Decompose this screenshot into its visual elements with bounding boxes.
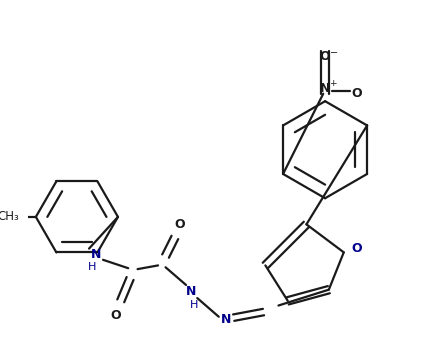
Text: H: H <box>88 262 96 272</box>
Text: O: O <box>111 309 121 322</box>
Text: CH₃: CH₃ <box>0 210 19 223</box>
Text: O: O <box>320 50 330 63</box>
Text: N: N <box>90 248 101 261</box>
Text: O: O <box>174 218 185 231</box>
Text: −: − <box>330 48 338 58</box>
Text: N: N <box>186 285 196 298</box>
Text: N: N <box>320 82 330 95</box>
Text: H: H <box>190 299 199 310</box>
Text: N: N <box>221 313 232 326</box>
Text: O: O <box>351 87 362 100</box>
Text: O: O <box>351 242 362 255</box>
Text: +: + <box>329 79 336 88</box>
